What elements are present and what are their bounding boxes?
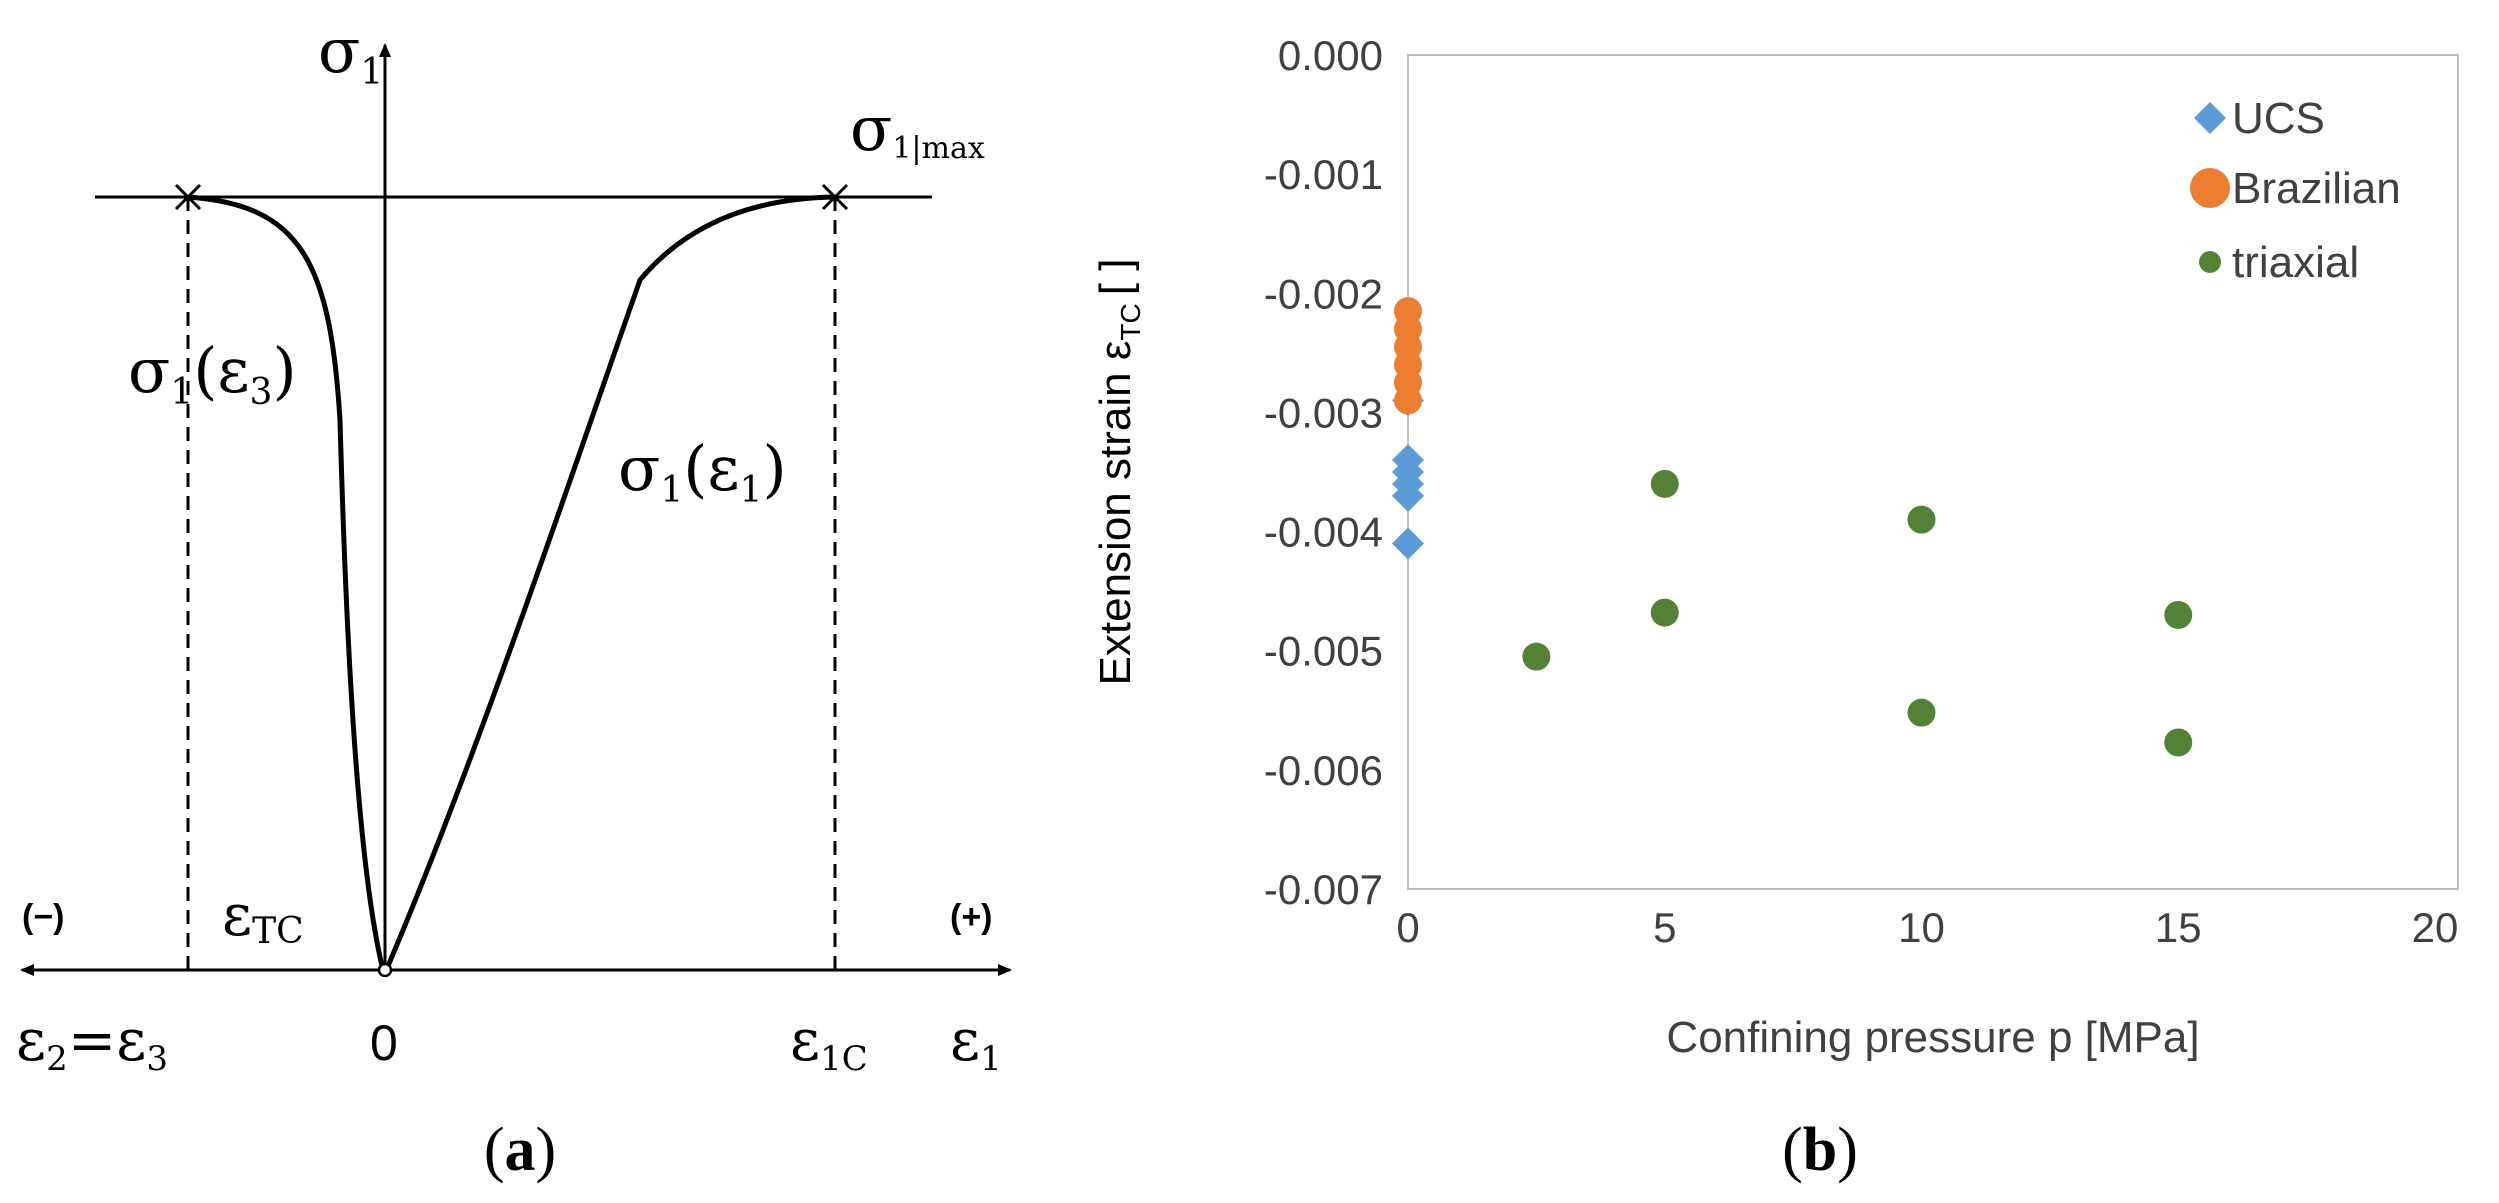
ucs-point — [1392, 527, 1424, 560]
sigma1-eps1-label: σ1(ε1) — [618, 432, 787, 511]
x-tick-label: 5 — [1653, 904, 1676, 951]
negative-sign-label: (−) — [22, 898, 65, 936]
eps1-axis-label: ε1 — [950, 1006, 1002, 1079]
eps-tc-label: εTC — [222, 881, 304, 952]
positive-sign-label: (+) — [950, 898, 993, 936]
y-tick-label: -0.001 — [1264, 151, 1383, 198]
triaxial-point — [2164, 728, 2193, 757]
brazilian-point — [1394, 386, 1422, 415]
y-tick-label: -0.003 — [1264, 389, 1383, 436]
triaxial-point — [1907, 505, 1936, 534]
legend-triaxial-label: triaxial — [2232, 238, 2359, 287]
data-points — [1392, 297, 2193, 757]
triaxial-point — [1650, 598, 1679, 627]
right-x-marker — [821, 183, 849, 211]
y-tick-label: -0.004 — [1264, 509, 1383, 556]
eps2-eps3-label: ε2=ε3 — [16, 1006, 168, 1079]
triaxial-point — [1650, 469, 1679, 498]
origin-label: 0 — [370, 1015, 398, 1071]
x-tick-label: 10 — [1898, 904, 1945, 951]
eps1c-label: ε1C — [790, 1006, 868, 1079]
legend-triaxial-marker — [2199, 251, 2221, 273]
x-tick-label: 20 — [2412, 904, 2459, 951]
y-tick-label: -0.005 — [1264, 628, 1383, 675]
legend: UCS Brazilian triaxial — [2190, 94, 2401, 287]
triaxial-point — [2164, 600, 2193, 629]
curve-sigma1-eps3 — [187, 194, 385, 967]
scatter-chart: 0.000 -0.001 -0.002 -0.003 -0.004 -0.005 -0.00… — [1091, 32, 2459, 1062]
triaxial-point — [1522, 642, 1551, 671]
legend-ucs-marker — [2194, 102, 2226, 134]
y-tick-label: -0.002 — [1264, 270, 1383, 317]
legend-brazilian-label: Brazilian — [2232, 164, 2401, 213]
y-axis-ticks: 0.000 -0.001 -0.002 -0.003 -0.004 -0.005 -0.00… — [1264, 32, 1383, 913]
y-tick-label: -0.007 — [1264, 866, 1383, 913]
x-tick-label: 0 — [1396, 904, 1419, 951]
sigma1-axis-label: σ1 — [318, 14, 383, 93]
sigma1-eps3-label: σ1(ε3) — [128, 334, 297, 413]
panel-a-diagram: σ1 σ1|max σ1(ε3) σ1(ε1) (−) (+) εTC ε2=ε… — [16, 14, 1012, 1079]
legend-ucs-label: UCS — [2232, 94, 2325, 143]
curve-sigma1-eps1 — [385, 194, 836, 967]
ucs-point — [1392, 479, 1424, 512]
y-axis-label: Extension strain εTC[ ] — [1091, 259, 1146, 686]
y-tick-label: -0.006 — [1264, 747, 1383, 794]
x-axis-label: Confining pressure p [MPa] — [1666, 1013, 2199, 1062]
caption-b: (b) — [1782, 1116, 1858, 1184]
origin-point — [377, 962, 393, 978]
x-axis-ticks: 0 5 10 15 20 — [1396, 904, 2458, 951]
x-tick-label: 15 — [2155, 904, 2202, 951]
caption-a: (a) — [484, 1116, 556, 1184]
triaxial-point — [1907, 698, 1936, 727]
legend-brazilian-marker — [2190, 168, 2230, 208]
left-x-marker — [174, 183, 202, 211]
y-tick-label: 0.000 — [1278, 32, 1383, 79]
sigma1-max-label: σ1|max — [850, 92, 985, 166]
